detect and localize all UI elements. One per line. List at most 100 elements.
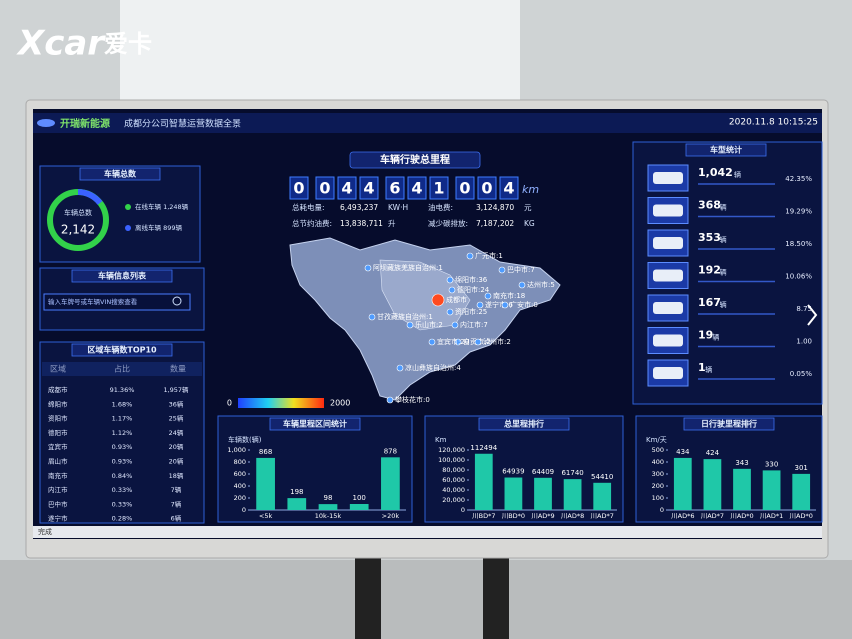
header-brand: 开瑞新能源 (60, 117, 110, 130)
map-color-scale (238, 398, 324, 408)
mileage-title: 车辆行驶总里程 (380, 153, 450, 166)
type-count: 1 (698, 361, 706, 374)
table-cell: 绵阳市 (48, 399, 68, 408)
type-icon (653, 269, 683, 282)
map-point (448, 286, 456, 294)
table-cell: 眉山市 (48, 457, 68, 466)
y-axis-label: Km (435, 436, 447, 444)
search-input[interactable] (43, 293, 191, 311)
data-label: 343 (735, 459, 748, 467)
table-cell: 1.17% (112, 415, 133, 423)
table-cell: 资阳市 (48, 414, 68, 423)
table-cell: 7辆 (171, 485, 182, 494)
type-icon (653, 367, 683, 379)
table-cell: 遂宁市 (48, 514, 68, 523)
x-tick-label: >20k (382, 512, 400, 520)
map-point (431, 293, 445, 307)
table-cell: 宜宾市 (48, 442, 68, 451)
type-share: 19.29% (785, 208, 812, 216)
chart-title-bar (269, 417, 361, 431)
digit: 0 (459, 179, 470, 198)
y-axis-label: 车辆数(辆) (228, 435, 262, 444)
x-tick-label: <5k (259, 512, 273, 520)
chart-panel (424, 415, 624, 523)
table-cell: 91.36% (110, 386, 135, 394)
table-cell: 德阳市 (48, 428, 68, 437)
total-title-bar (79, 167, 161, 181)
map-label: 广安市:0 (510, 300, 538, 309)
type-icon (653, 237, 683, 249)
total-center-value: 2,142 (61, 223, 95, 237)
top10-table: 区域占比数量成都市91.36%1,957辆绵阳市1.68%36辆资阳市1.17%… (42, 362, 202, 523)
search-title: 车辆信息列表 (98, 271, 147, 281)
data-label: 868 (259, 448, 272, 456)
x-tick-label: 川AD*7 (591, 512, 614, 520)
table-cell: 36辆 (169, 399, 184, 408)
map-label: 甘孜藏族自治州:1 (377, 312, 433, 321)
digit: 4 (363, 179, 374, 198)
table-cell: 25辆 (169, 414, 184, 423)
map-label: 泸州市:2 (483, 337, 511, 346)
type-count: 167 (698, 296, 721, 309)
map-point (446, 308, 454, 316)
bar (256, 457, 275, 510)
y-tick-label: 200 (234, 494, 246, 502)
table-cell: 0.93% (112, 458, 133, 466)
next-arrow[interactable] (807, 304, 818, 326)
digit: 1 (433, 179, 444, 198)
stat-value: 7,187,202 (476, 219, 514, 228)
table-cell: 0.28% (112, 515, 133, 523)
bar (762, 470, 781, 510)
x-tick-label: 川AD*8 (561, 512, 584, 520)
bar (792, 473, 811, 510)
search-icon[interactable] (172, 296, 182, 306)
type-unit: 辆 (720, 300, 727, 309)
y-tick-label: 300 (652, 470, 664, 478)
map-label: 宜宾市:20 (437, 337, 469, 346)
map-label: 南充市:18 (493, 291, 525, 300)
digit: 6 (389, 179, 400, 198)
stand-left (355, 555, 381, 639)
map-label: 资阳市:25 (455, 307, 487, 316)
bar (703, 459, 722, 510)
total-legend: 离线车辆 899辆 (135, 223, 182, 232)
type-share: 1.00 (796, 338, 812, 346)
type-share: 0.05% (790, 370, 813, 378)
chart-title-bar (683, 417, 775, 431)
chart-title-bar (478, 417, 570, 431)
x-tick-label: 川BD*0 (502, 512, 525, 520)
map-point (386, 396, 394, 404)
digit-box (455, 176, 475, 200)
table-cell: 0.33% (112, 486, 133, 494)
y-tick-label: 20,000 (442, 496, 465, 504)
floor (0, 560, 852, 639)
stat-unit: 升 (388, 219, 396, 228)
digit-box (289, 176, 309, 200)
x-tick-label: 10k-15k (315, 512, 342, 520)
total-center-label: 车辆总数 (64, 208, 92, 217)
x-tick-label: 川AD*6 (671, 512, 694, 520)
map-label: 乐山市:2 (415, 320, 443, 329)
y-tick-label: 80,000 (442, 466, 465, 474)
top10-title: 区域车辆数TOP10 (87, 345, 157, 355)
y-tick-label: 800 (234, 458, 246, 466)
table-cell: 0.33% (112, 500, 133, 508)
y-tick-label: 0 (660, 506, 664, 514)
data-label: 434 (676, 448, 690, 456)
bar (318, 504, 338, 510)
search-title-bar (71, 269, 173, 283)
digit: 0 (293, 179, 304, 198)
y-tick-label: 400 (652, 458, 664, 466)
stat-value: 6,493,237 (340, 203, 378, 212)
stat-unit: 元 (524, 203, 532, 212)
chart-panel (217, 415, 413, 523)
header-title: 成都分公司智慧运营数据全景 (124, 118, 241, 130)
header-bar (33, 113, 822, 133)
table-cell: 7辆 (171, 499, 182, 508)
map-point (484, 292, 492, 300)
type-icon (653, 302, 683, 314)
x-tick-label: 川AD*9 (531, 512, 554, 520)
type-share: 8.75 (796, 305, 812, 313)
